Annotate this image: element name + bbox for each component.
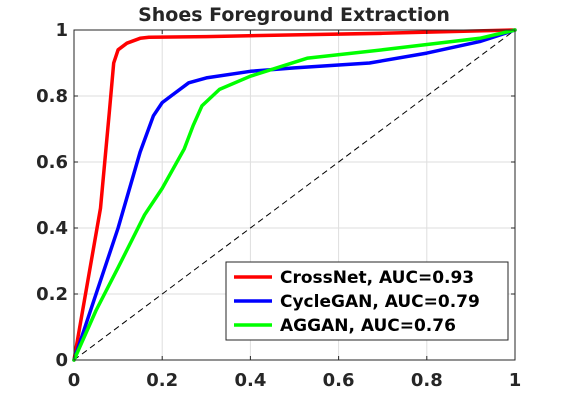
y-tick-label: 0 [55,350,68,371]
x-tick-label: 0.6 [323,370,355,391]
axis-ticks: 0 0.2 0.4 0.6 0.8 1 0 0.2 0.4 0.6 0.8 1 [36,20,521,391]
x-tick-label: 0.2 [146,370,178,391]
series-line [72,28,517,362]
y-tick-label: 0.2 [36,284,68,305]
legend-label: CycleGAN, AUC=0.79 [280,292,480,312]
diagonal-reference-line [73,29,516,361]
legend-box [225,261,509,341]
reference-line [73,29,516,361]
legend-label: CrossNet, AUC=0.93 [280,268,474,288]
chart-title: Shoes Foreground Extraction [138,4,450,26]
x-tick-label: 1 [509,370,522,391]
x-tick-label: 0.8 [411,370,443,391]
x-tick-label: 0.4 [234,370,266,391]
series-line [72,28,517,362]
legend-label: AGGAN, AUC=0.76 [280,316,456,336]
series-lines [72,28,517,362]
plot-frame [73,29,516,361]
y-tick-label: 0.8 [36,86,68,107]
y-tick-label: 0.4 [36,218,68,239]
y-tick-label: 0.6 [36,152,68,173]
legend: CrossNet, AUC=0.93 CycleGAN, AUC=0.79 AGGA… [225,261,509,341]
y-tick-label: 1 [55,20,68,41]
x-tick-label: 0 [68,370,81,391]
series-line [72,28,517,362]
